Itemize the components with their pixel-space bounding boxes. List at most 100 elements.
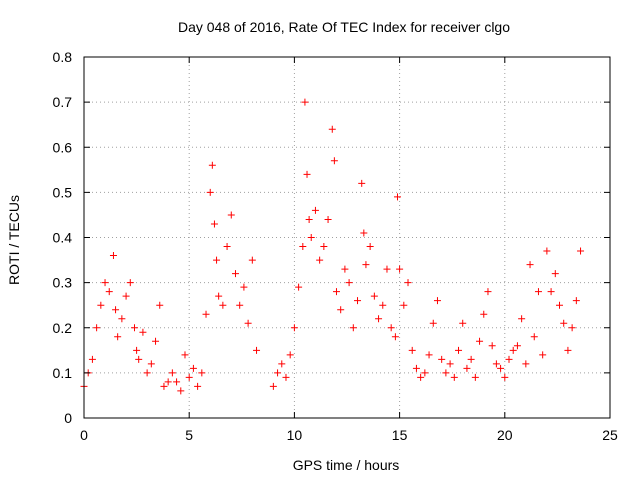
data-point [301,98,309,106]
data-point [450,373,458,381]
chart-title: Day 048 of 2016, Rate Of TEC Index for r… [178,19,510,35]
data-point [530,333,538,341]
data-points [80,98,585,395]
data-point [295,283,303,291]
data-point [467,355,475,363]
data-point [362,261,370,269]
data-point [417,373,425,381]
data-point [501,373,509,381]
data-point [114,333,122,341]
data-point [231,270,239,278]
data-point [341,265,349,273]
data-point [379,301,387,309]
data-point [480,310,488,318]
data-point [286,351,294,359]
data-point [208,161,216,169]
data-point [534,288,542,296]
data-point [425,351,433,359]
data-point [442,369,450,377]
data-point [105,288,113,296]
y-tick-label: 0.1 [53,365,73,381]
data-point [109,252,117,260]
data-point [213,256,221,264]
data-point [202,310,210,318]
data-point [345,279,353,287]
data-point [349,324,357,332]
data-point [328,125,336,133]
data-point [278,360,286,368]
data-point [330,157,338,165]
data-point [122,292,130,300]
data-point [354,297,362,305]
data-point [337,306,345,314]
data-point [387,324,395,332]
data-point [269,382,277,390]
data-point [518,315,526,323]
data-point [438,355,446,363]
data-point [551,270,559,278]
data-point [135,355,143,363]
data-point [215,292,223,300]
grid [84,57,610,418]
data-point [471,373,479,381]
data-point [168,369,176,377]
data-point [282,373,290,381]
data-point [543,247,551,255]
data-point [118,315,126,323]
x-tick-label: 0 [80,427,88,443]
data-point [152,337,160,345]
data-point [93,324,101,332]
data-point [133,346,141,354]
data-point [320,243,328,251]
data-point [513,342,521,350]
data-point [97,301,105,309]
data-point [177,387,185,395]
data-point [156,301,164,309]
data-point [497,364,505,372]
data-point [429,319,437,327]
data-point [476,337,484,345]
data-point [299,243,307,251]
y-tick-label: 0.5 [53,184,73,200]
y-tick-label: 0.4 [53,230,73,246]
data-point [446,360,454,368]
data-point [400,301,408,309]
x-tick-label: 10 [287,427,303,443]
data-point [248,256,256,264]
data-point [560,319,568,327]
data-point [253,346,261,354]
data-point [577,247,585,255]
y-tick-label: 0.2 [53,320,73,336]
data-point [459,319,467,327]
data-point [112,306,120,314]
data-point [160,382,168,390]
data-point [173,378,181,386]
x-tick-label: 20 [497,427,513,443]
plot-frame [83,56,611,419]
data-point [143,369,151,377]
data-point [408,346,416,354]
data-point [539,351,547,359]
data-point [189,364,197,372]
data-point [370,292,378,300]
data-point [290,324,298,332]
data-point [505,355,513,363]
data-point [126,279,134,287]
x-tick-label: 25 [602,427,618,443]
data-point [147,360,155,368]
data-point [139,328,147,336]
data-point [556,301,564,309]
data-point [244,319,252,327]
data-point [488,342,496,350]
x-tick-label: 15 [392,427,408,443]
data-point [396,265,404,273]
data-point [484,288,492,296]
data-point [185,373,193,381]
data-point [421,369,429,377]
data-point [316,256,324,264]
data-point [227,211,235,219]
data-point [492,360,500,368]
y-tick-label: 0.7 [53,94,73,110]
data-point [311,206,319,214]
data-point [130,324,138,332]
